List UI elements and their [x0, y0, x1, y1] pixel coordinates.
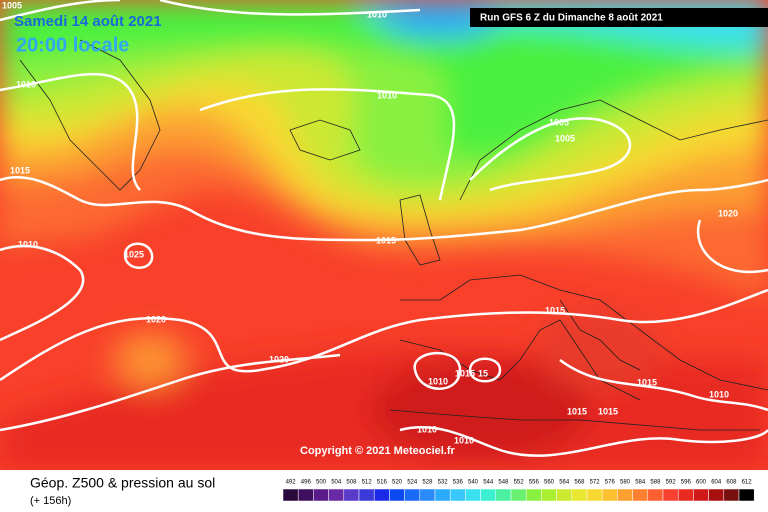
legend-swatch — [525, 488, 542, 502]
legend-label: 544 — [483, 480, 494, 486]
isobar-label: 1015 — [455, 368, 475, 378]
legend-swatch — [358, 488, 375, 502]
isobar-label: 1020 — [146, 314, 166, 324]
run-box — [470, 8, 768, 27]
isobar-label: 1015 — [567, 406, 587, 416]
legend-label: 516 — [377, 480, 388, 486]
legend-label: 532 — [438, 480, 449, 486]
forecast-date: Samedi 14 août 2021 — [14, 13, 162, 30]
legend-swatch — [541, 488, 557, 502]
legend-label: 560 — [544, 480, 555, 486]
legend-swatch — [662, 488, 679, 502]
legend-swatch — [723, 488, 740, 502]
legend-swatch — [708, 488, 725, 502]
legend-swatch — [449, 488, 466, 502]
isobar-label: 1020 — [718, 208, 738, 218]
legend-label: 592 — [666, 480, 677, 486]
legend-swatch — [617, 488, 633, 502]
isobar-label: 1005 — [555, 133, 575, 143]
legend-swatch — [738, 488, 755, 502]
legend-label: 524 — [407, 480, 418, 486]
legend-label: 492 — [286, 480, 297, 486]
legend-swatch — [586, 488, 603, 502]
legend-swatch — [434, 488, 451, 502]
isobar-label: 1015 — [10, 165, 30, 175]
legend-swatch — [404, 488, 421, 502]
legend-swatch — [480, 488, 497, 502]
legend-label: 576 — [605, 480, 616, 486]
legend-swatch — [343, 488, 360, 502]
legend: 492 496 500 504 508 512 516 520 524 528 532 536 540 5… — [282, 480, 755, 502]
isobar-label: 1010 — [417, 424, 437, 434]
legend-swatch — [389, 488, 405, 502]
isobar-label: 1010 — [377, 90, 397, 100]
isobar-label: 1010 — [709, 389, 729, 399]
legend-label: 572 — [590, 480, 601, 486]
legend-label: 528 — [422, 480, 433, 486]
legend-label: 512 — [362, 480, 373, 486]
legend-swatch — [282, 488, 299, 502]
legend-label: 604 — [711, 480, 722, 486]
isobar-label: 1015 — [598, 406, 618, 416]
legend-label: 552 — [514, 480, 525, 486]
isobar-label: 1010 — [367, 9, 387, 19]
legend-swatch — [632, 488, 649, 502]
isobars — [0, 0, 768, 457]
legend-swatch — [465, 488, 481, 502]
field: 1005 1010 1010 1010 1005 1005 1015 1010 1025 1015… — [0, 0, 768, 470]
isobar-label: 1010 — [428, 376, 448, 386]
isobar-label: 1010 — [454, 435, 474, 445]
legend-label: 540 — [468, 480, 479, 486]
isobar-label: 15 — [478, 368, 488, 378]
legend-label: 584 — [635, 480, 646, 486]
isobar-label: 1010 — [16, 79, 36, 89]
legend-swatch — [571, 488, 588, 502]
footer-subtitle: (+ 156h) — [30, 495, 71, 507]
isobar-label: 1005 — [2, 0, 22, 10]
legend-label: 568 — [574, 480, 585, 486]
run-info: Run GFS 6 Z du Dimanche 8 août 2021 — [480, 13, 663, 24]
legend-label: 608 — [726, 480, 737, 486]
legend-label: 508 — [346, 480, 357, 486]
legend-swatch — [601, 488, 618, 502]
isobar-label: 1015 — [545, 305, 565, 315]
legend-swatch — [419, 488, 436, 502]
footer-title: Géop. Z500 & pression au sol — [30, 475, 215, 491]
legend-swatch — [313, 488, 329, 502]
legend-label: 612 — [742, 480, 753, 486]
legend-swatch — [297, 488, 314, 502]
legend-swatch — [373, 488, 390, 502]
isobar-label: 1020 — [269, 354, 289, 364]
legend-swatch — [647, 488, 664, 502]
legend-label: 496 — [301, 480, 312, 486]
isobar-label: 1015 — [637, 377, 657, 387]
legend-swatch — [693, 488, 709, 502]
isobar-label: 1015 — [376, 235, 396, 245]
isobar-label: 1025 — [124, 249, 144, 259]
copyright: Copyright © 2021 Meteociel.fr — [300, 445, 456, 457]
isobar-label: 1010 — [18, 239, 38, 249]
legend-label: 600 — [696, 480, 707, 486]
legend-swatch — [328, 488, 345, 502]
legend-swatch — [510, 488, 527, 502]
legend-swatch — [556, 488, 573, 502]
legend-label: 556 — [529, 480, 540, 486]
legend-swatch — [495, 488, 512, 502]
legend-label: 588 — [650, 480, 661, 486]
forecast-time: 20:00 locale — [16, 34, 129, 56]
legend-label: 596 — [681, 480, 692, 486]
isobar-label: 1005 — [549, 117, 569, 127]
legend-label: 564 — [559, 480, 570, 486]
legend-label: 536 — [453, 480, 464, 486]
legend-label: 500 — [316, 480, 327, 486]
legend-label: 520 — [392, 480, 403, 486]
legend-label: 580 — [620, 480, 631, 486]
legend-label: 548 — [498, 480, 509, 486]
isobar-labels: 1005 1010 1010 1010 1005 1005 1015 1010 1025 1015… — [2, 0, 738, 445]
legend-label: 504 — [331, 480, 342, 486]
legend-swatch — [677, 488, 694, 502]
